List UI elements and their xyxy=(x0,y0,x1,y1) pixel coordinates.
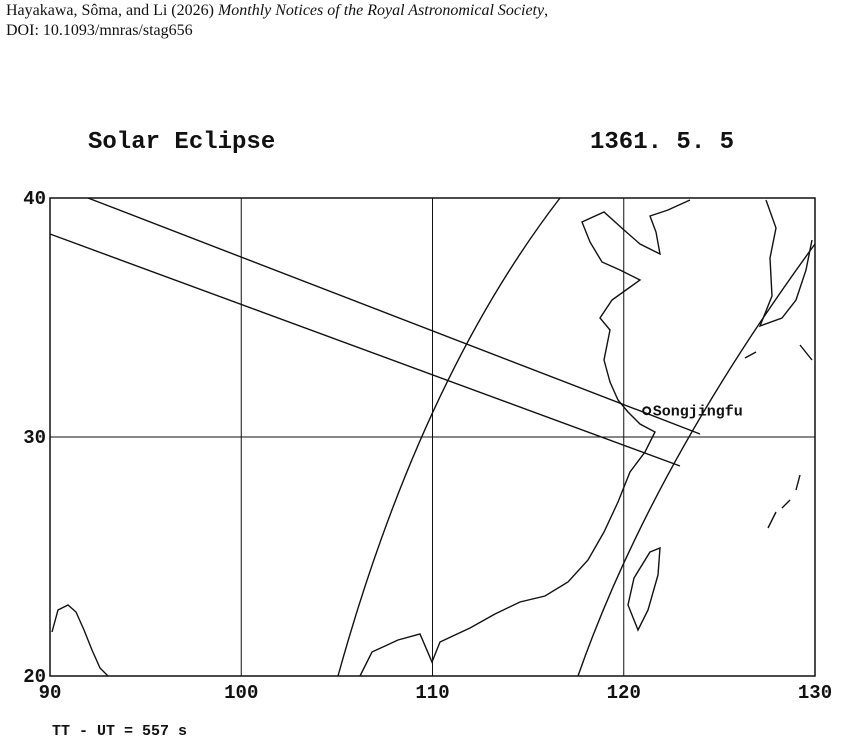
journal: Monthly Notices of the Royal Astronomica… xyxy=(217,2,545,19)
coastline xyxy=(51,604,109,677)
island xyxy=(744,344,813,529)
note: TT - UT = 557 s xyxy=(52,723,187,740)
coastline xyxy=(359,199,691,677)
authors: Hayakawa, Sôma, and Li (2026) xyxy=(6,2,214,19)
location-label: Songjingfu xyxy=(653,404,743,421)
y-tick-label: 20 xyxy=(23,666,46,688)
x-tick-label: 100 xyxy=(224,682,258,704)
y-tick-label: 40 xyxy=(23,188,46,210)
path-limit xyxy=(49,233,681,467)
x-tick-label: 130 xyxy=(798,682,832,704)
coastline xyxy=(758,199,813,328)
x-tick-label: 120 xyxy=(607,682,641,704)
x-tick-label: 90 xyxy=(39,682,62,704)
journal-suffix: , xyxy=(544,2,549,19)
citation: Hayakawa, Sôma, and Li (2026) Monthly No… xyxy=(6,2,548,20)
doi: DOI: 10.1093/mnras/stag656 xyxy=(6,22,193,39)
date: 1361. 5. 5 xyxy=(590,129,734,156)
plot-frame xyxy=(49,197,816,677)
y-tick-label: 30 xyxy=(23,427,46,449)
path-limit xyxy=(87,197,701,435)
geography xyxy=(49,197,816,677)
x-tick-label: 110 xyxy=(415,682,449,704)
curve xyxy=(577,243,816,677)
location-point xyxy=(642,406,652,416)
chart-title: Solar Eclipse xyxy=(88,129,275,156)
curve xyxy=(337,197,561,677)
island xyxy=(627,546,661,632)
